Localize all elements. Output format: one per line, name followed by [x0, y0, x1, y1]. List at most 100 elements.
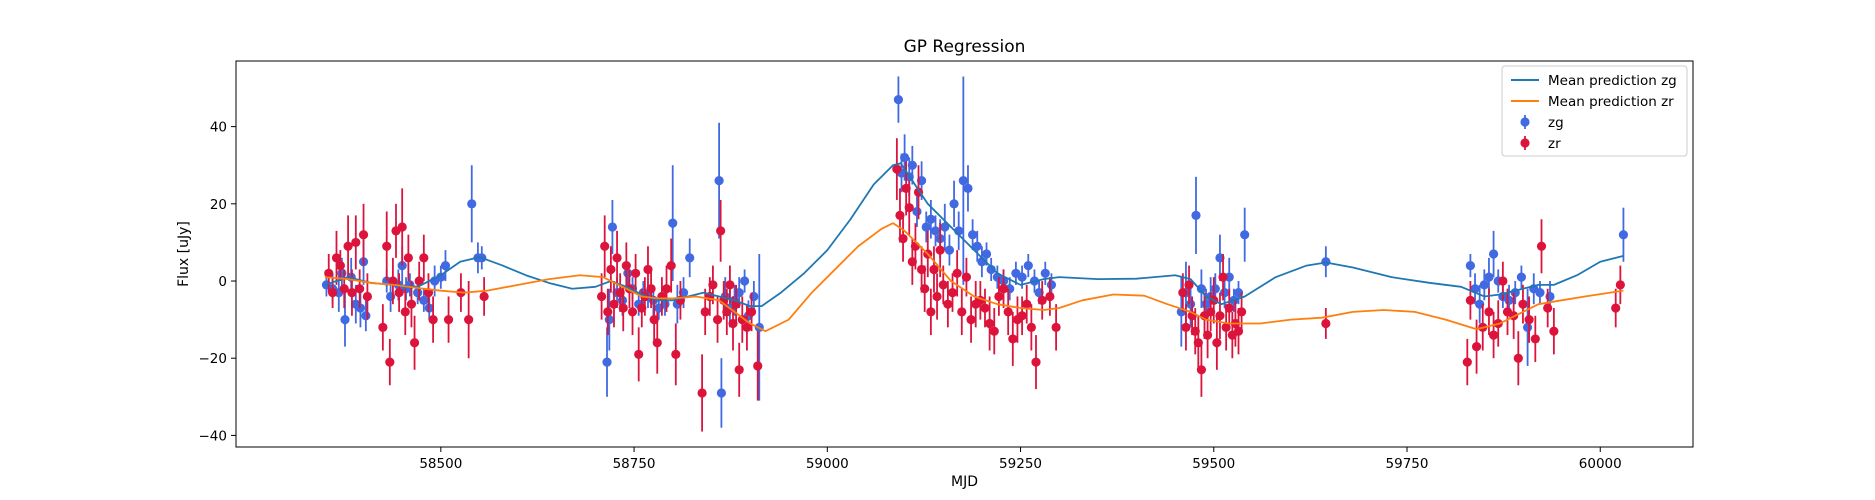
zg-data-point — [467, 199, 477, 209]
zr-data-point — [1017, 311, 1027, 321]
x-tick-label: 59750 — [1386, 456, 1429, 472]
zg-data-point — [1240, 230, 1250, 240]
zr-data-point — [910, 241, 921, 251]
zr-data-point — [961, 272, 972, 282]
x-tick-label: 58750 — [613, 456, 656, 472]
zr-data-point — [1181, 322, 1191, 332]
legend-label-zr: zr — [1548, 136, 1561, 152]
zr-data-point — [443, 315, 454, 325]
zg-data-point — [930, 226, 941, 236]
zr-data-point — [1022, 299, 1032, 309]
y-tick-label: 0 — [218, 274, 227, 290]
x-tick-label: 58500 — [419, 456, 462, 472]
zg-data-point — [1017, 272, 1027, 282]
x-tick-label: 59500 — [1192, 456, 1235, 472]
zr-data-point — [428, 315, 438, 325]
zr-data-point — [1224, 303, 1234, 313]
zr-data-point — [652, 338, 662, 348]
zg-data-point — [899, 152, 910, 163]
zr-data-point — [324, 268, 334, 278]
zr-data-point — [612, 253, 622, 263]
zg-data-point — [940, 222, 950, 232]
zg-data-point — [1219, 288, 1230, 298]
zg-data-point — [1516, 272, 1527, 282]
y-tick-label: 40 — [210, 120, 227, 136]
mean-prediction-line-zr — [324, 222, 1624, 333]
zg-data-point — [340, 315, 350, 325]
zg-data-point — [419, 295, 429, 305]
zr-data-point — [746, 307, 757, 317]
zg-data-point — [749, 291, 759, 302]
zr-data-point — [929, 264, 939, 275]
zg-data-point — [1046, 280, 1057, 290]
zr-data-point — [980, 303, 990, 313]
zg-data-point — [604, 315, 614, 325]
zg-data-point — [685, 253, 695, 263]
zr-data-point — [734, 365, 744, 375]
zg-data-point — [1545, 291, 1555, 302]
zr-data-point — [388, 276, 398, 286]
zr-data-point — [634, 349, 644, 359]
zr-data-point — [892, 164, 902, 174]
axes-frame — [235, 60, 1694, 448]
legend-label-mean-prediction-zg: Mean prediction zg — [1548, 73, 1677, 89]
zr-data-point — [609, 299, 619, 309]
zr-data-point — [994, 291, 1004, 302]
zr-data-point — [1549, 326, 1559, 336]
zr-data-point — [957, 307, 967, 317]
zr-data-point — [335, 260, 345, 271]
chart-title: GP Regression — [904, 37, 1026, 57]
zr-data-point — [378, 322, 388, 332]
zr-data-point — [631, 268, 641, 278]
zr-data-point — [952, 268, 962, 278]
zg-data-point — [963, 183, 973, 193]
zr-data-point — [414, 276, 424, 286]
legend-swatch-zr — [1520, 138, 1530, 148]
zr-data-point — [716, 226, 726, 236]
zg-data-point — [893, 95, 904, 105]
zr-data-point — [671, 349, 681, 359]
zr-data-point — [1518, 299, 1528, 309]
zr-data-point — [985, 318, 995, 329]
zr-data-point — [621, 260, 631, 271]
zg-data-point — [714, 176, 724, 186]
zr-data-point — [1513, 353, 1523, 363]
zr-data-point — [385, 357, 395, 367]
zr-data-point — [700, 307, 710, 317]
zr-data-point — [339, 284, 349, 294]
zg-data-point — [413, 288, 423, 298]
zr-data-point — [646, 284, 656, 294]
legend-swatch-zg — [1520, 117, 1530, 127]
zr-data-point — [1202, 330, 1213, 340]
zg-data-point — [907, 160, 917, 170]
y-tick-label: −20 — [199, 351, 228, 367]
zr-data-point — [355, 284, 365, 294]
zg-data-point — [607, 222, 618, 232]
zr-data-point — [932, 291, 942, 302]
zr-data-point — [1003, 307, 1013, 317]
zr-data-point — [725, 280, 735, 290]
zr-data-point — [382, 241, 392, 251]
zg-data-point — [926, 214, 936, 224]
zr-data-point — [409, 338, 420, 348]
zg-data-point — [1040, 268, 1050, 278]
zg-data-point — [1484, 272, 1494, 282]
zg-data-point — [1210, 284, 1220, 294]
zr-data-point — [603, 307, 613, 317]
zr-data-point — [712, 315, 723, 325]
zr-data-point — [358, 230, 369, 240]
zr-data-point — [343, 241, 353, 251]
zr-data-point — [1031, 357, 1041, 367]
zr-data-point — [998, 284, 1009, 294]
zr-data-point — [400, 307, 410, 317]
legend-label-mean-prediction-zr: Mean prediction zr — [1548, 94, 1674, 110]
zr-data-point — [898, 233, 908, 244]
zr-data-point — [362, 291, 373, 302]
zr-data-point — [597, 291, 607, 302]
zg-data-point — [944, 245, 955, 255]
zg-data-point — [1522, 322, 1533, 332]
y-tick-label: 20 — [210, 197, 227, 213]
zr-data-point — [1536, 241, 1547, 251]
mean-prediction-line-zg — [324, 162, 1624, 308]
